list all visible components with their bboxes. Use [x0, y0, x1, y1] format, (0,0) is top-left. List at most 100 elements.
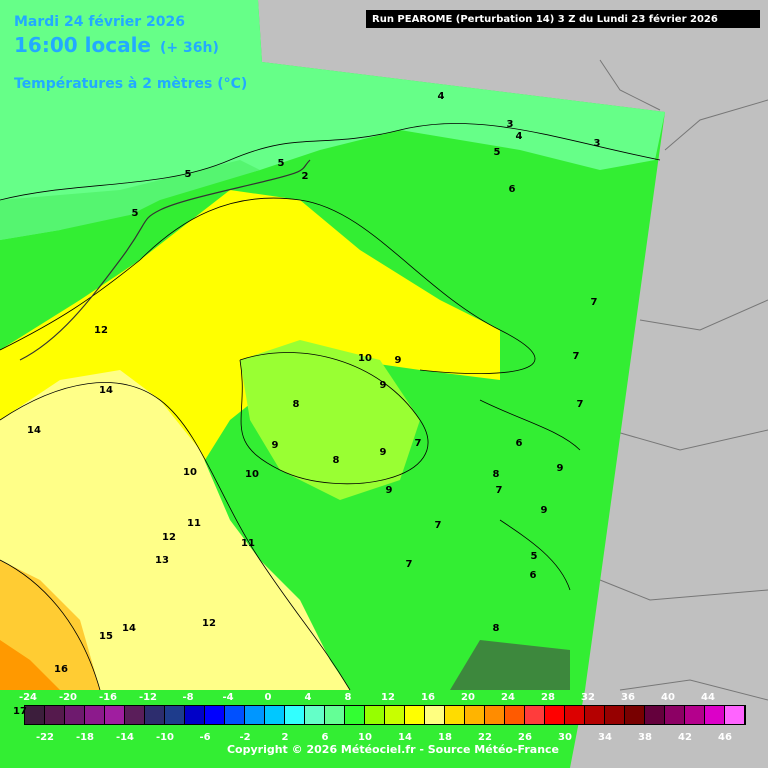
colorbar-bottom-label: -22	[36, 732, 54, 743]
colorbar-bottom-label: 46	[718, 732, 732, 743]
colorbar-cell	[545, 706, 564, 724]
colorbar-bottom-label: 18	[438, 732, 452, 743]
contour-label: 5	[531, 551, 538, 562]
contour-label: 5	[494, 147, 501, 158]
colorbar-cell	[685, 706, 704, 724]
colorbar-top-label: -16	[99, 692, 117, 703]
colorbar-cell	[605, 706, 624, 724]
colorbar-top-label: 36	[621, 692, 635, 703]
colorbar-cell	[525, 706, 544, 724]
contour-label: 14	[122, 623, 136, 634]
outside-borders	[599, 59, 768, 701]
run-info: Run PEAROME (Perturbation 14) 3 Z du Lun…	[372, 13, 718, 25]
contour-label: 12	[202, 618, 216, 629]
contour-label: 6	[509, 184, 516, 195]
contour-label: 5	[185, 169, 192, 180]
colorbar-bottom-label: -6	[199, 732, 210, 743]
colorbar-cell	[345, 706, 364, 724]
colorbar-top-label: -24	[19, 692, 37, 703]
contour-label: 7	[573, 351, 580, 362]
contour-label: 7	[415, 438, 422, 449]
colorbar-bottom-label: 26	[518, 732, 532, 743]
colorbar-cell	[205, 706, 224, 724]
colorbar-cell	[445, 706, 464, 724]
contour-label: 4	[438, 91, 445, 102]
contour-label: 8	[493, 469, 500, 480]
colorbar-cell	[565, 706, 584, 724]
contour	[239, 352, 429, 485]
contour	[0, 259, 141, 351]
contour-label: 12	[94, 325, 108, 336]
relief-zone	[240, 340, 420, 500]
contour-label: 7	[577, 399, 584, 410]
colorbar-top-label: 0	[265, 692, 272, 703]
cool-zone-edge	[0, 160, 260, 240]
contour-label: 8	[333, 455, 340, 466]
colorbar-top-label: -20	[59, 692, 77, 703]
contour-label: 9	[386, 485, 393, 496]
colorbar-cell	[465, 706, 484, 724]
mountain-contours	[450, 640, 570, 690]
contour-label: 8	[293, 399, 300, 410]
contour-label: 12	[162, 532, 176, 543]
colorbar-cell	[425, 706, 444, 724]
colorbar-bottom-label: 10	[358, 732, 372, 743]
contour-label: 14	[99, 385, 113, 396]
colorbar-top-label: -8	[182, 692, 193, 703]
colorbar-cell	[45, 706, 64, 724]
local-time: 16:00 locale	[14, 33, 151, 57]
contour	[139, 197, 536, 374]
lead-time: (+ 36h)	[160, 40, 219, 56]
colorbar-cell	[485, 706, 504, 724]
cursor-value: 17	[13, 706, 27, 717]
colorbar-cell	[385, 706, 404, 724]
contour-label: 2	[302, 171, 309, 182]
colorbar-bottom-label: 14	[398, 732, 412, 743]
colorbar-cell	[285, 706, 304, 724]
contour-label: 9	[557, 463, 564, 474]
contour-label: 11	[187, 518, 201, 529]
contour-label: 7	[435, 520, 442, 531]
colorbar-cell	[25, 706, 44, 724]
contour-label: 3	[594, 138, 601, 149]
colorbar-bottom-label: 34	[598, 732, 612, 743]
colorbar-cell	[305, 706, 324, 724]
colorbar-cell	[165, 706, 184, 724]
colorbar-top-label: 16	[421, 692, 435, 703]
colorbar-cell	[725, 706, 744, 724]
colorbar-bottom-label: -2	[239, 732, 250, 743]
contour	[479, 399, 581, 591]
colorbar-bottom-label: 22	[478, 732, 492, 743]
colorbar-bottom-label: 6	[322, 732, 329, 743]
contour-label: 9	[272, 440, 279, 451]
colorbar-top-label: 40	[661, 692, 675, 703]
colorbar-top-label: -4	[222, 692, 233, 703]
contour-label: 7	[496, 485, 503, 496]
contour-label: 7	[406, 559, 413, 570]
mild-zone	[0, 370, 350, 690]
border-line	[599, 59, 768, 701]
contour-label: 10	[245, 469, 259, 480]
colorbar-cell	[145, 706, 164, 724]
contour-label: 5	[278, 158, 285, 169]
contour-label: 6	[516, 438, 523, 449]
contour-label: 14	[27, 425, 41, 436]
colorbar-bottom-label: 30	[558, 732, 572, 743]
contour-label: 9	[380, 380, 387, 391]
colorbar-bottom-label: -10	[156, 732, 174, 743]
contour-label: 10	[358, 353, 372, 364]
colorbar-cell	[705, 706, 724, 724]
colorbar-top-label: 32	[581, 692, 595, 703]
colorbar-top-label: 20	[461, 692, 475, 703]
colorbar-cell	[665, 706, 684, 724]
colorbar-top-label: 4	[305, 692, 312, 703]
copyright: Copyright © 2026 Météociel.fr - Source M…	[227, 743, 559, 756]
variable: Températures à 2 mètres (°C)	[14, 76, 247, 92]
colorbar-cell	[225, 706, 244, 724]
colorbar-bottom-label: -14	[116, 732, 134, 743]
contour-label: 3	[507, 119, 514, 130]
contour-lines	[0, 123, 661, 691]
colorbar-top-label: 8	[345, 692, 352, 703]
contour-label: 4	[516, 131, 523, 142]
